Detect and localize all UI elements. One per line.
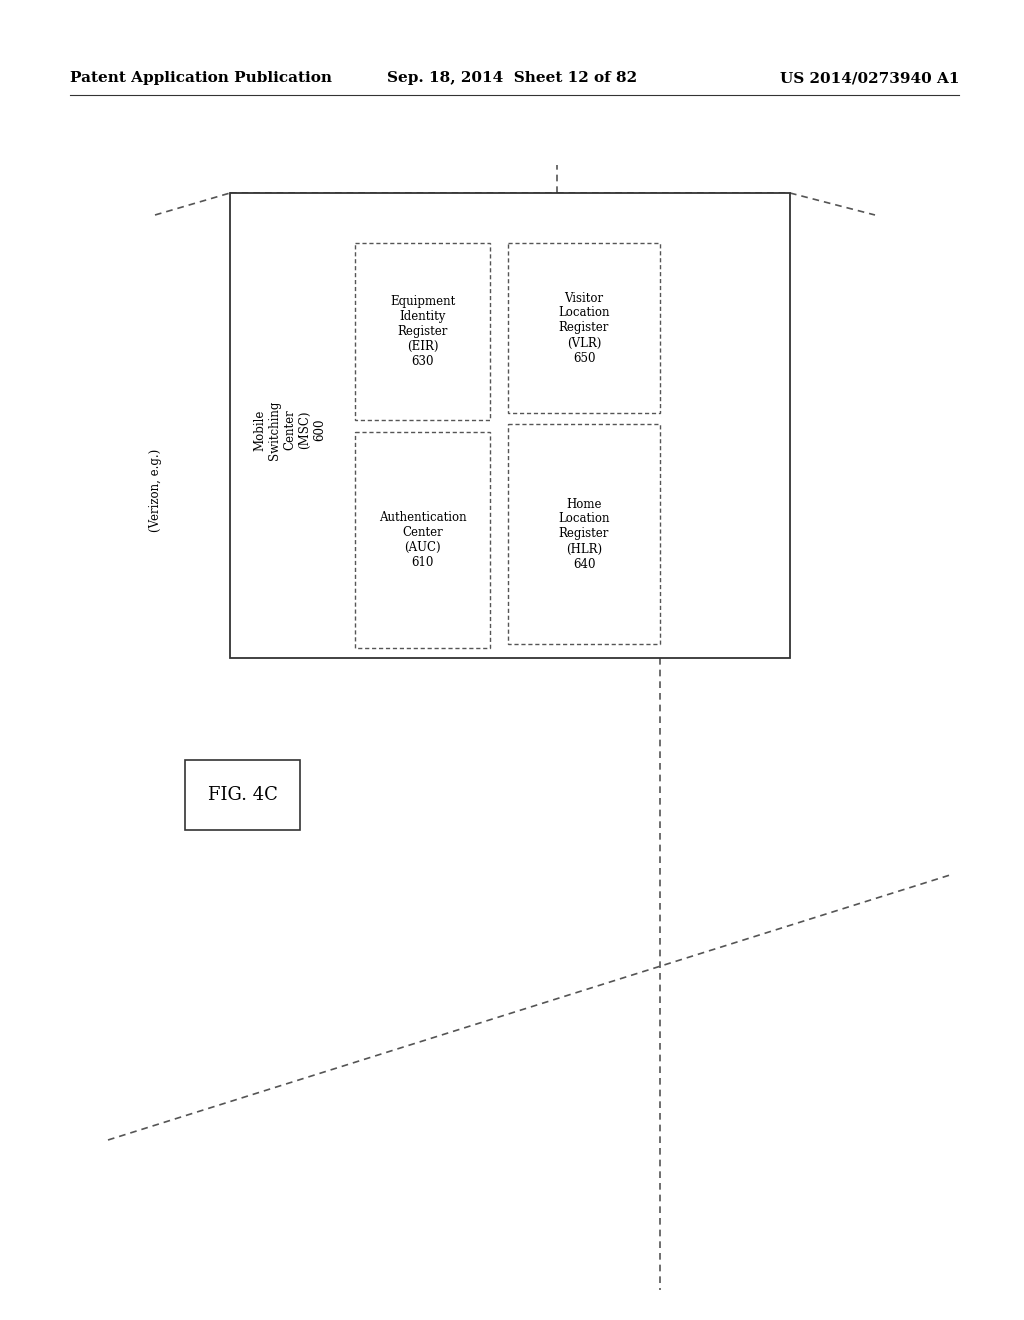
Text: US 2014/0273940 A1: US 2014/0273940 A1 <box>779 71 959 84</box>
Bar <box>355 243 490 420</box>
Bar <box>508 424 660 644</box>
Text: Home
Location
Register
(HLR)
640: Home Location Register (HLR) 640 <box>558 498 609 570</box>
Text: Mobile
Switching
Center
(MSC)
600: Mobile Switching Center (MSC) 600 <box>254 400 327 459</box>
Text: FIG. 4C: FIG. 4C <box>208 785 278 804</box>
Bar <box>508 243 660 413</box>
Bar <box>185 760 300 830</box>
Text: Authentication
Center
(AUC)
610: Authentication Center (AUC) 610 <box>379 511 466 569</box>
Text: Sep. 18, 2014  Sheet 12 of 82: Sep. 18, 2014 Sheet 12 of 82 <box>387 71 637 84</box>
Text: (Verizon, e.g.): (Verizon, e.g.) <box>148 449 162 532</box>
Text: Equipment
Identity
Register
(EIR)
630: Equipment Identity Register (EIR) 630 <box>390 294 455 368</box>
Text: Visitor
Location
Register
(VLR)
650: Visitor Location Register (VLR) 650 <box>558 292 609 364</box>
Text: Patent Application Publication: Patent Application Publication <box>70 71 332 84</box>
Bar <box>230 193 790 657</box>
Bar <box>355 432 490 648</box>
